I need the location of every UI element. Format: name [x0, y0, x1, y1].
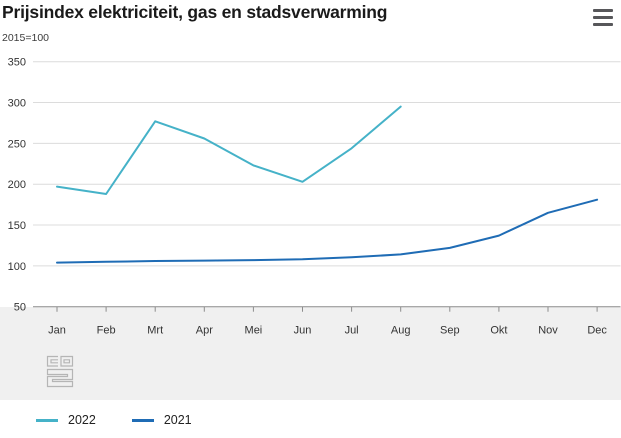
- y-axis-label: 50: [14, 302, 26, 314]
- x-axis-label: Mei: [245, 325, 263, 337]
- x-axis-label: Jul: [345, 325, 359, 337]
- hamburger-menu-icon[interactable]: [593, 9, 613, 26]
- x-axis-label: Aug: [391, 325, 411, 337]
- y-axis-label: 150: [8, 220, 26, 232]
- y-axis-label: 300: [8, 98, 26, 110]
- legend-item-2022[interactable]: 2022: [36, 413, 96, 427]
- x-axis-label: Apr: [196, 325, 213, 337]
- series-line-2021: [56, 198, 599, 264]
- cbs-logo-s: [46, 368, 74, 388]
- cbs-logo-b: [60, 355, 74, 367]
- series-line-2022: [56, 105, 402, 195]
- legend-swatch-2021: [131, 418, 154, 422]
- cbs-logo: [46, 355, 74, 388]
- chart-legend: 2022 2021: [36, 413, 192, 427]
- x-axis-label: Feb: [97, 325, 116, 337]
- legend-item-2021[interactable]: 2021: [131, 413, 192, 427]
- legend-label: 2021: [163, 413, 192, 427]
- x-axis-label: Dec: [587, 325, 607, 337]
- x-axis-label: Jan: [48, 325, 66, 337]
- chart-subtitle: 2015=100: [2, 32, 50, 44]
- y-axis-label: 200: [8, 179, 26, 191]
- legend-swatch-2022: [36, 418, 58, 422]
- x-axis-label: Jun: [294, 325, 312, 337]
- y-axis-label: 250: [8, 138, 26, 150]
- x-axis-label: Sep: [440, 325, 460, 337]
- cbs-logo-c: [46, 355, 58, 367]
- x-axis-label: Mrt: [147, 325, 163, 337]
- y-axis-label: 350: [8, 57, 26, 69]
- page-title: Prijsindex elektriciteit, gas en stadsve…: [2, 2, 388, 22]
- y-axis-label: 100: [8, 261, 26, 273]
- legend-label: 2022: [68, 413, 96, 427]
- x-axis-label: Nov: [538, 325, 558, 337]
- x-axis-label: Okt: [490, 325, 507, 337]
- x-axis-band: [0, 307, 621, 400]
